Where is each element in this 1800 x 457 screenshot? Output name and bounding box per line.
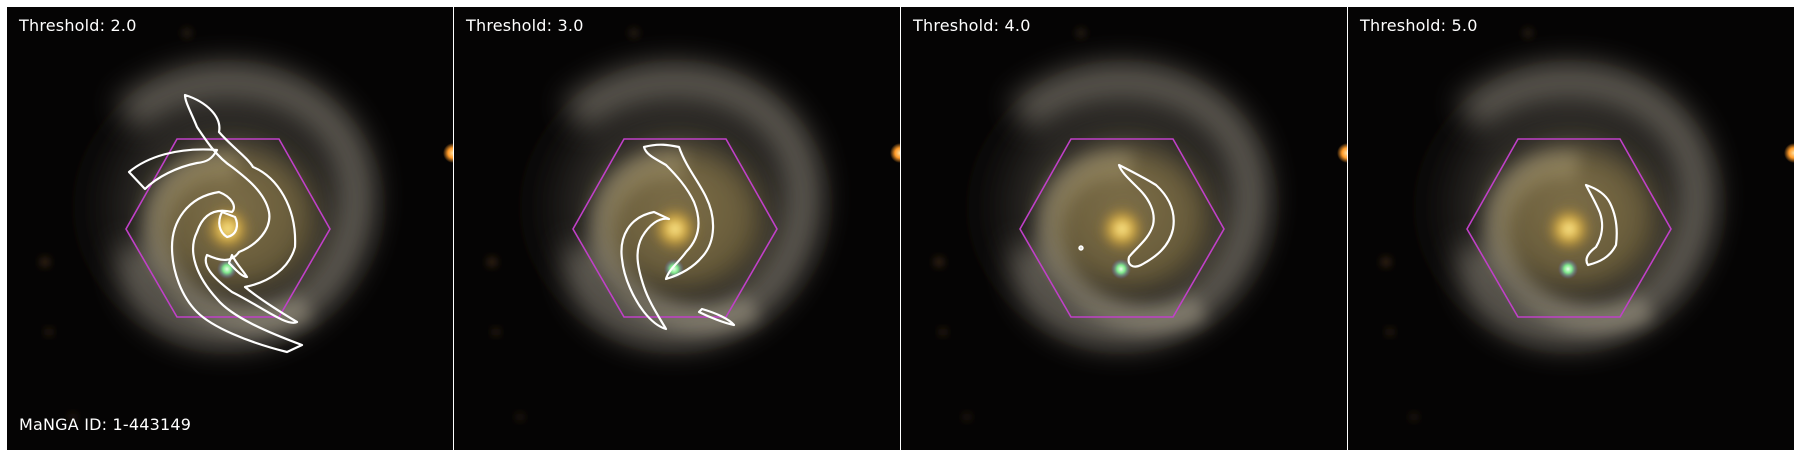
contour-lines bbox=[1078, 163, 1175, 268]
contour-lines bbox=[127, 93, 304, 354]
threshold-label: Threshold: 3.0 bbox=[466, 16, 584, 35]
galaxy-image bbox=[901, 7, 1347, 450]
threshold-label: Threshold: 5.0 bbox=[1360, 16, 1478, 35]
manga-id-label: MaNGA ID: 1-443149 bbox=[19, 415, 192, 434]
threshold-label: Threshold: 2.0 bbox=[19, 16, 137, 35]
galaxy-image bbox=[7, 7, 453, 450]
contour-lines bbox=[620, 143, 736, 331]
panel-threshold-5: Threshold: 5.0 bbox=[1348, 7, 1794, 450]
panel-threshold-4: Threshold: 4.0 bbox=[901, 7, 1347, 450]
galaxy-image bbox=[454, 7, 900, 450]
panel-threshold-3: Threshold: 3.0 bbox=[454, 7, 900, 450]
threshold-label: Threshold: 4.0 bbox=[913, 16, 1031, 35]
panel-threshold-2: Threshold: 2.0 MaNGA ID: 1-443149 bbox=[7, 7, 453, 450]
galaxy-image bbox=[1348, 7, 1794, 450]
contour-lines bbox=[1584, 183, 1618, 267]
